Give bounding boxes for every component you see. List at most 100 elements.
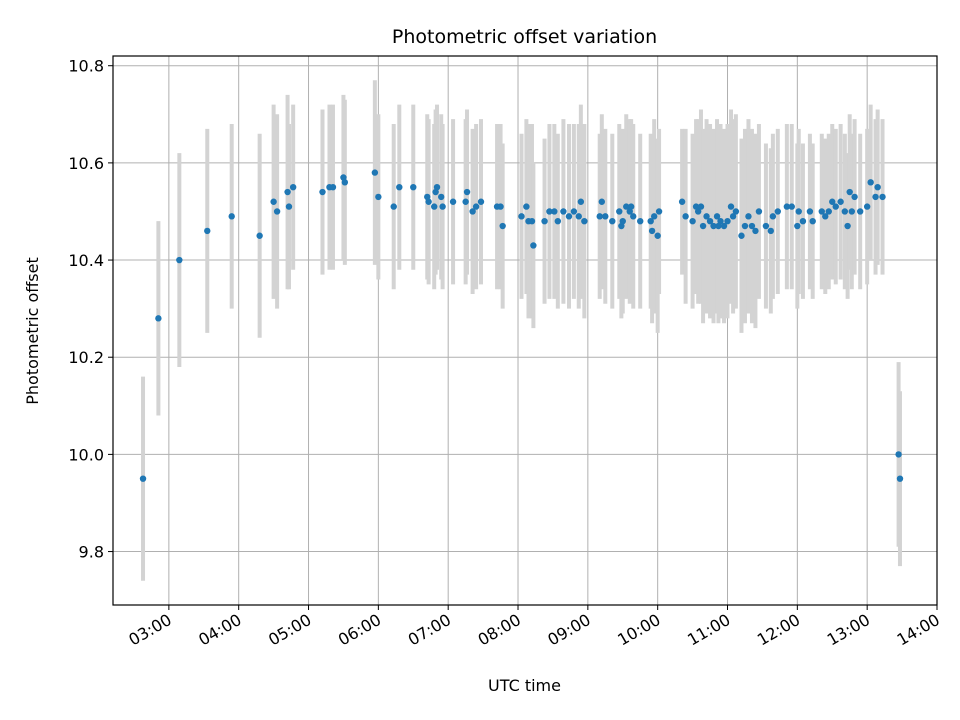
- y-tick-label: 10.4: [68, 251, 104, 270]
- data-point: [748, 222, 756, 230]
- data-point: [647, 217, 654, 225]
- data-point: [895, 451, 902, 458]
- data-point: [577, 198, 585, 205]
- data-point: [433, 183, 441, 191]
- data-point: [697, 203, 705, 210]
- data-point: [896, 475, 904, 482]
- data-point: [528, 217, 536, 225]
- data-point: [648, 227, 656, 235]
- data-point: [462, 198, 469, 205]
- data-point: [630, 213, 637, 220]
- data-point: [745, 213, 752, 220]
- y-tick-label: 10.6: [68, 154, 104, 173]
- data-points: [139, 169, 904, 482]
- data-point: [284, 188, 291, 196]
- data-point: [795, 208, 802, 215]
- data-point: [879, 193, 886, 201]
- data-point: [867, 179, 874, 186]
- data-point: [319, 188, 326, 196]
- data-point: [863, 203, 871, 210]
- data-point: [694, 208, 702, 215]
- data-point: [655, 208, 663, 215]
- data-point: [472, 203, 480, 210]
- data-point: [774, 208, 781, 215]
- data-point: [598, 198, 606, 205]
- data-point: [846, 188, 853, 196]
- data-point: [616, 208, 623, 215]
- data-point: [692, 203, 700, 210]
- data-point: [432, 188, 439, 196]
- data-point: [390, 203, 397, 210]
- data-point: [619, 217, 626, 225]
- data-point: [341, 179, 349, 186]
- x-axis-title: UTC time: [488, 676, 561, 695]
- data-point: [176, 256, 183, 264]
- data-point: [637, 217, 644, 225]
- data-point: [738, 232, 745, 239]
- data-point: [729, 213, 737, 220]
- data-point: [654, 232, 661, 239]
- data-point: [872, 193, 879, 201]
- data-point: [706, 217, 714, 225]
- data-point: [139, 475, 147, 482]
- data-point: [703, 213, 710, 220]
- data-point: [829, 198, 836, 205]
- y-tick-label: 10.8: [68, 57, 104, 76]
- data-point: [554, 217, 562, 225]
- data-point: [727, 203, 735, 210]
- data-point: [285, 203, 293, 210]
- data-point: [375, 193, 382, 201]
- data-point: [825, 208, 832, 215]
- data-point: [204, 227, 211, 235]
- y-tick-label: 10.0: [68, 445, 104, 464]
- data-point: [710, 222, 717, 230]
- data-point: [609, 217, 616, 225]
- data-point: [602, 213, 609, 220]
- data-point: [329, 183, 337, 191]
- data-point: [851, 193, 858, 201]
- data-point: [431, 203, 438, 210]
- data-point: [752, 227, 759, 235]
- y-axis-ticks: 9.8 10.0 10.2 10.4 10.6 10.8: [68, 57, 113, 562]
- data-point: [340, 174, 347, 181]
- data-point: [396, 183, 403, 191]
- data-point: [720, 222, 728, 230]
- data-point: [788, 203, 795, 210]
- data-point: [741, 222, 749, 230]
- data-point: [715, 222, 722, 230]
- data-point: [575, 213, 582, 220]
- data-point: [596, 213, 603, 220]
- data-point: [769, 213, 777, 220]
- data-point: [449, 198, 457, 205]
- data-point: [469, 208, 476, 215]
- data-point: [410, 183, 417, 191]
- data-point: [794, 222, 801, 230]
- data-point: [848, 208, 856, 215]
- data-point: [273, 208, 281, 215]
- chart-title: Photometric offset variation: [392, 26, 657, 48]
- data-point: [565, 213, 573, 220]
- data-point: [463, 188, 471, 196]
- data-point: [755, 208, 763, 215]
- data-point: [551, 208, 558, 215]
- data-point: [767, 227, 775, 235]
- data-point: [438, 193, 445, 201]
- data-point: [425, 198, 432, 205]
- data-point: [841, 208, 849, 215]
- data-point: [499, 222, 506, 230]
- data-point: [270, 198, 277, 205]
- data-point: [371, 169, 379, 176]
- data-point: [874, 183, 881, 191]
- data-point: [439, 203, 446, 210]
- data-point: [626, 208, 633, 215]
- data-point: [518, 213, 525, 220]
- data-point: [530, 242, 537, 249]
- y-tick-label: 9.8: [79, 543, 104, 562]
- data-point: [713, 213, 721, 220]
- data-point: [856, 208, 864, 215]
- data-point: [818, 208, 825, 215]
- data-point: [627, 203, 635, 210]
- data-point: [822, 213, 829, 220]
- data-point: [844, 222, 851, 230]
